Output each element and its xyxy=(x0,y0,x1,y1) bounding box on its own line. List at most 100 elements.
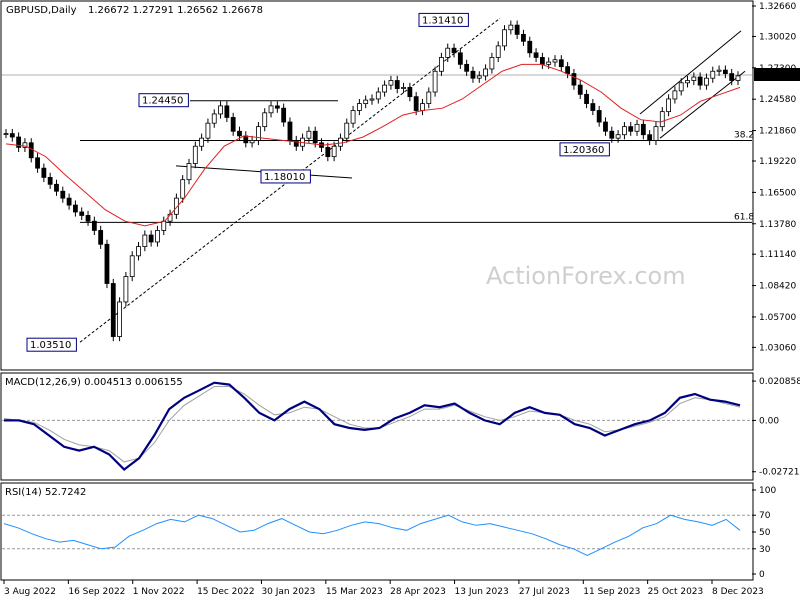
level-1-20360-box xyxy=(559,142,610,157)
candle-body xyxy=(722,69,728,74)
candle-body xyxy=(527,40,533,54)
level-1-18010-box xyxy=(260,169,311,184)
candle-body xyxy=(91,220,97,231)
candle-body xyxy=(205,122,211,139)
level-1-20360-label: 1.20360 xyxy=(563,145,604,156)
rsi-panel-frame xyxy=(0,482,754,581)
rsi-panel xyxy=(2,514,752,557)
low-1-03510-box xyxy=(26,337,77,352)
candle-body xyxy=(375,91,381,100)
price-ytick-label: 1.13780 xyxy=(759,220,796,230)
fib-label-382: 38.2 xyxy=(734,130,754,140)
x-axis-labels: 3 Aug 2022 16 Sep 2022 1 Nov 2022 15 Dec 20… xyxy=(3,580,764,597)
rsi-ytick-label: 50 xyxy=(759,528,771,538)
x-tick-label: 11 Sep 2023 xyxy=(583,587,640,597)
candle-body xyxy=(590,103,596,111)
candle-body xyxy=(533,52,539,58)
price-ytick-label: 1.21860 xyxy=(759,127,796,137)
candle-body xyxy=(640,123,646,136)
candle-body xyxy=(350,110,356,124)
candle-body xyxy=(634,123,640,132)
candle-body xyxy=(268,105,274,114)
candle-body xyxy=(35,157,40,169)
candle-body xyxy=(432,70,438,93)
candle-body xyxy=(659,111,665,128)
rsi-ytick-label: 100 xyxy=(759,486,776,496)
last-price-tag xyxy=(754,67,800,81)
candle-body xyxy=(577,84,583,95)
candle-body xyxy=(710,70,716,79)
candle-body xyxy=(41,167,47,178)
candle-body xyxy=(420,103,425,111)
candle-body xyxy=(79,211,85,216)
rsi-ytick-label: 0 xyxy=(759,570,765,580)
candle-body xyxy=(584,93,589,104)
rsi-ytick-label: 70 xyxy=(759,511,771,521)
candle-body xyxy=(704,77,709,86)
candle-body xyxy=(136,246,141,257)
peak-1-31410-label: 1.31410 xyxy=(422,15,463,26)
candle-body xyxy=(243,135,249,144)
candle-body xyxy=(596,110,602,123)
candle-body xyxy=(338,137,343,147)
candle-body xyxy=(476,75,482,79)
candle-body xyxy=(691,76,697,81)
last-price-label: 1.26678 xyxy=(758,71,799,81)
candle-body xyxy=(218,105,223,115)
candle-body xyxy=(647,134,653,141)
candle-body xyxy=(104,243,110,284)
rsi-title: RSI(14) 52.7242 xyxy=(5,487,86,498)
candle-body xyxy=(293,140,299,147)
candle-body xyxy=(173,197,179,215)
candle-body xyxy=(281,107,287,123)
candle-body xyxy=(413,96,419,111)
candle-body xyxy=(451,47,457,54)
candle-body xyxy=(495,45,501,58)
rsi-series-line xyxy=(3,514,741,557)
candle-body xyxy=(369,98,375,101)
x-tick-label: 30 Jan 2023 xyxy=(261,587,315,597)
macd-series-macd xyxy=(4,381,741,471)
x-tick-label: 1 Nov 2022 xyxy=(133,587,185,597)
candle-body xyxy=(685,80,690,84)
candle-body xyxy=(312,130,318,144)
header-ohlc: 1.26672 1.27291 1.26562 1.26678 xyxy=(88,5,263,16)
candle-body xyxy=(622,126,627,136)
candle-body xyxy=(508,24,514,31)
candle-body xyxy=(502,29,507,47)
candle-body xyxy=(230,117,236,132)
candle-body xyxy=(47,176,53,185)
candle-body xyxy=(388,80,394,86)
price-ytick-label: 1.32660 xyxy=(759,2,796,12)
candle-body xyxy=(66,197,72,206)
low-1-03510-label: 1.03510 xyxy=(30,340,71,351)
candle-body xyxy=(161,220,167,231)
candle-body xyxy=(546,61,552,65)
candle-body xyxy=(148,234,154,243)
candle-body xyxy=(98,230,104,245)
macd-ytick-label: -0.027213 xyxy=(759,468,800,478)
candle-body xyxy=(274,105,280,109)
candle-body xyxy=(571,73,577,86)
price-panel-frame xyxy=(0,0,754,371)
x-tick-label: 25 Oct 2023 xyxy=(648,587,704,597)
moving-average-line xyxy=(5,63,741,227)
macd-title: MACD(12,26,9) 0.004513 0.006155 xyxy=(5,377,183,388)
candle-body xyxy=(22,142,28,148)
candle-body xyxy=(464,63,470,72)
candle-body xyxy=(16,136,22,148)
candle-body xyxy=(401,87,406,89)
candle-body xyxy=(192,145,198,164)
candle-body xyxy=(117,301,122,337)
candle-body xyxy=(426,91,432,104)
candle-body xyxy=(356,103,362,111)
candle-body xyxy=(224,105,230,118)
price-panel: 38.2 61.8 1.31410 1.24450 1.18010 1.20360 1.03… xyxy=(2,12,800,352)
candle-body xyxy=(735,75,741,81)
candle-body xyxy=(155,230,160,243)
price-ytick-label: 1.05700 xyxy=(759,313,796,323)
x-tick-label: 15 Dec 2022 xyxy=(197,587,255,597)
candle-body xyxy=(344,122,350,139)
candle-body xyxy=(60,190,66,199)
